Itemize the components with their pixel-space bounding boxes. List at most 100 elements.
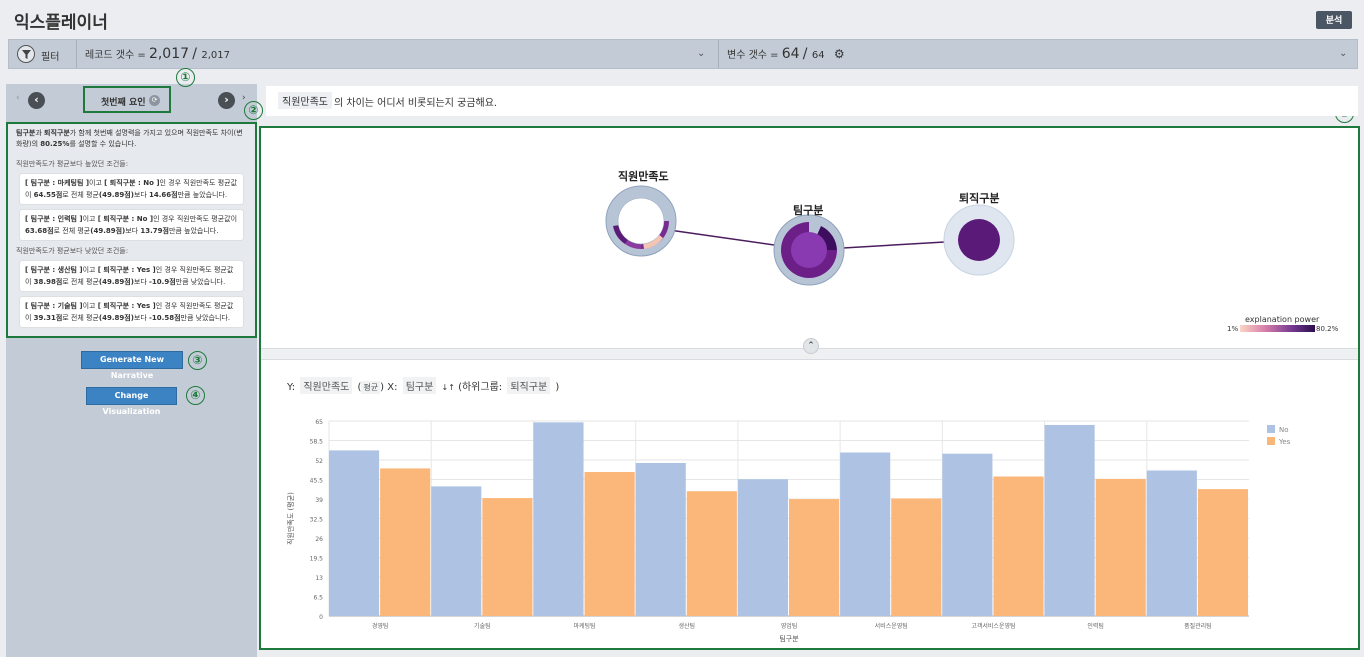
high-heading: 직원만족도가 평균보다 높았던 조건들: bbox=[16, 160, 129, 168]
next-tiny-icon[interactable]: › bbox=[242, 93, 246, 103]
bar-yes bbox=[1197, 489, 1248, 616]
graph-svg bbox=[605, 185, 1015, 286]
sort-icon[interactable]: ↓↑ bbox=[441, 383, 455, 392]
y-tick-label: 39 bbox=[315, 497, 323, 504]
x-tick-label: 서비스운영팀 bbox=[875, 622, 908, 630]
bar-chart: 0 6.5 13 19.5 26 32.5 39 45.5 52 58.5 65 경영팀 기술팀 마케팅팀… bbox=[286, 419, 1291, 643]
subgroup-label: (하위그룹: bbox=[458, 382, 503, 393]
x-variable-chip[interactable]: 팀구분 bbox=[402, 377, 437, 394]
prev-factor-button[interactable]: ‹ bbox=[28, 92, 45, 109]
x-tick-label: 마케팅팀 bbox=[574, 622, 596, 630]
collapse-button[interactable]: ⌃ bbox=[803, 338, 819, 354]
bar-no bbox=[635, 463, 686, 616]
bar-no bbox=[431, 486, 482, 616]
y-tick-label: 0 bbox=[319, 614, 323, 621]
record-count-dropdown[interactable]: 레코드 갯수 = 2,017 / 2,017 ⌄ bbox=[77, 40, 719, 68]
legend-min: 1% bbox=[1227, 325, 1239, 333]
top-bar: 익스플레이너 분석 bbox=[0, 0, 1364, 38]
bar-no bbox=[942, 453, 993, 616]
x-tick-label: 품질관리팀 bbox=[1184, 622, 1212, 630]
factor-selector: 첫번째 요인 ⟳ bbox=[83, 86, 171, 113]
y-tick-label: 32.5 bbox=[310, 517, 324, 524]
y-tick-label: 52 bbox=[315, 458, 323, 465]
target-variable-chip[interactable]: 직원만족도 bbox=[278, 92, 332, 109]
factor-title: 첫번째 요인 bbox=[101, 98, 146, 108]
condition-card: [ 팀구분 : 기술팀 ]이고 [ 퇴직구분 : Yes ]인 경우 직원만족도… bbox=[20, 297, 243, 327]
y-axis-label: 직원만족도 (평균) bbox=[286, 492, 295, 545]
node-label: 퇴직구분 bbox=[959, 192, 1000, 205]
x-tick-label: 인력팀 bbox=[1087, 622, 1104, 630]
subgroup-chip[interactable]: 퇴직구분 bbox=[507, 377, 551, 394]
legend-gradient bbox=[1240, 325, 1315, 332]
narrative-panel: ‹ ‹ 첫번째 요인 ⟳ › › 팀구분과 퇴직구분가 함께 첫번째 설명력을 … bbox=[6, 84, 257, 657]
y-label: Y: bbox=[287, 382, 296, 393]
analysis-button[interactable]: 분석 bbox=[1316, 11, 1352, 29]
record-count-total: 2,017 bbox=[201, 50, 231, 61]
filter-bar: 필터 레코드 갯수 = 2,017 / 2,017 ⌄ 변수 갯수 = 64 /… bbox=[8, 39, 1358, 69]
y-tick-label: 65 bbox=[315, 419, 323, 426]
variable-count-label: 변수 갯수 = bbox=[727, 50, 779, 61]
bar-yes bbox=[584, 472, 635, 616]
y-tick-label: 19.5 bbox=[310, 556, 324, 563]
x-label: X: bbox=[387, 382, 398, 393]
bar-yes bbox=[686, 491, 737, 616]
y-tick-label: 6.5 bbox=[313, 595, 323, 602]
bar-no bbox=[737, 479, 788, 616]
marker-3: ③ bbox=[188, 351, 207, 370]
bar-yes bbox=[789, 499, 840, 616]
app-title: 익스플레이너 bbox=[14, 13, 108, 33]
gear-icon[interactable]: ⚙ bbox=[833, 47, 845, 61]
record-count-label: 레코드 갯수 = bbox=[85, 50, 146, 61]
condition-card: [ 팀구분 : 마케팅팀 ]이고 [ 퇴직구분 : No ]인 경우 직원만족도… bbox=[20, 174, 243, 204]
change-visualization-button[interactable]: Change Visualization bbox=[86, 387, 177, 416]
question-bar: 직원만족도 의 차이는 어디서 비롯되는지 궁금해요. bbox=[266, 86, 1358, 116]
condition-card: [ 팀구분 : 인력팀 ]이고 [ 퇴직구분 : No ]인 경우 직원만족도 … bbox=[20, 210, 243, 240]
refresh-icon[interactable]: ⟳ bbox=[149, 95, 160, 106]
bar-no bbox=[329, 450, 380, 616]
bar-no bbox=[840, 452, 891, 616]
visualization-panel: 직원만족도 팀구분 퇴직구분 explanation power 1% 80.2… bbox=[259, 126, 1360, 650]
variable-count-dropdown[interactable]: 변수 갯수 = 64 / 64 ⚙ ⌄ bbox=[719, 40, 1357, 68]
record-count-value: 2,017 bbox=[148, 46, 190, 62]
marker-4: ④ bbox=[186, 386, 205, 405]
prev-tiny-icon[interactable]: ‹ bbox=[16, 93, 20, 103]
chevron-down-icon: ⌄ bbox=[1339, 48, 1348, 59]
legend-label: Yes bbox=[1278, 438, 1291, 446]
y-tick-label: 45.5 bbox=[310, 478, 324, 485]
x-tick-label: 생산팀 bbox=[678, 622, 695, 630]
bar-no bbox=[533, 422, 584, 616]
chevron-down-icon: ⌄ bbox=[697, 48, 706, 59]
x-tick-label: 영업팀 bbox=[781, 622, 798, 630]
variable-count: 변수 갯수 = 64 / 64 ⚙ bbox=[727, 46, 845, 62]
funnel-icon bbox=[17, 45, 35, 63]
node-satisfaction[interactable] bbox=[605, 185, 677, 257]
x-axis-label: 팀구분 bbox=[779, 635, 799, 643]
low-heading: 직원만족도가 평균보다 낮았던 조건들: bbox=[16, 247, 129, 255]
legend-title: explanation power bbox=[1245, 315, 1320, 324]
y-variable-chip[interactable]: 직원만족도 bbox=[300, 377, 353, 394]
record-count: 레코드 갯수 = 2,017 / 2,017 bbox=[85, 46, 231, 62]
x-tick-label: 경영팀 bbox=[372, 622, 389, 630]
narrative-intro: 팀구분과 퇴직구분가 함께 첫번째 설명력을 가지고 있으며 직원만족도 차이(… bbox=[16, 129, 243, 148]
bar-yes bbox=[993, 476, 1044, 616]
filter-label: 필터 bbox=[41, 52, 60, 63]
marker-2: ② bbox=[244, 101, 263, 120]
factor-graph: 직원만족도 팀구분 퇴직구분 explanation power 1% 80.2… bbox=[261, 128, 1358, 348]
node-resignation[interactable] bbox=[943, 204, 1015, 276]
generate-narrative-button[interactable]: Generate New Narrative bbox=[81, 351, 183, 380]
legend-swatch bbox=[1267, 437, 1275, 445]
legend-label: No bbox=[1279, 426, 1289, 434]
legend-swatch bbox=[1267, 425, 1275, 433]
bar-yes bbox=[1095, 478, 1146, 616]
node-team[interactable] bbox=[773, 214, 845, 286]
y-tick-label: 26 bbox=[315, 536, 323, 543]
variable-count-total: 64 bbox=[811, 50, 825, 61]
next-factor-button[interactable]: › bbox=[218, 92, 235, 109]
x-tick-label: 기술팀 bbox=[474, 622, 491, 630]
node-label: 팀구분 bbox=[793, 204, 824, 217]
legend-max: 80.2% bbox=[1316, 325, 1339, 333]
narrative-box: 팀구분과 퇴직구분가 함께 첫번째 설명력을 가지고 있으며 직원만족도 차이(… bbox=[6, 122, 257, 338]
y-aggregation-chip[interactable]: 평균 bbox=[361, 381, 381, 394]
bar-no bbox=[1044, 424, 1095, 616]
filter-toggle[interactable]: 필터 bbox=[9, 40, 77, 68]
